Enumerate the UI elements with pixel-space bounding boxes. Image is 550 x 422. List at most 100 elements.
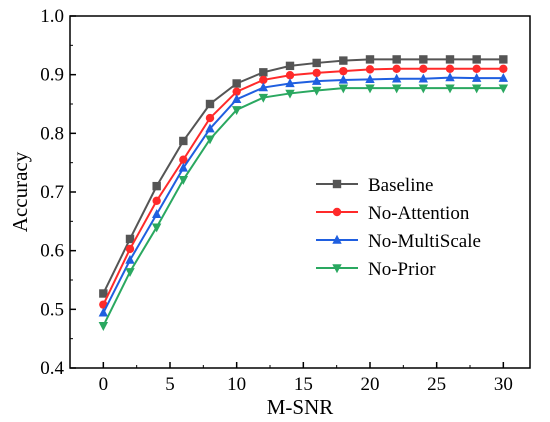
data-point-baseline	[392, 55, 401, 64]
data-point-baseline	[339, 56, 348, 65]
legend-marker	[332, 234, 342, 244]
series-baseline	[99, 55, 508, 298]
legend-marker	[332, 264, 342, 274]
data-point-no-multiscale	[445, 72, 455, 82]
data-point-no-multiscale	[178, 162, 189, 172]
legend-item-no-attention: No-Attention	[316, 203, 470, 224]
data-point-no-multiscale	[418, 73, 429, 83]
data-point-no-multiscale	[311, 75, 322, 85]
data-point-no-attention	[232, 87, 241, 96]
y-tick-label: 0.7	[40, 182, 64, 203]
data-point-no-attention	[445, 64, 455, 74]
y-tick-label: 0.8	[40, 123, 64, 144]
x-tick-label: 30	[494, 374, 513, 395]
data-point-no-attention	[285, 71, 295, 80]
data-point-baseline	[125, 234, 135, 244]
data-point-no-prior	[338, 84, 349, 94]
data-point-baseline	[99, 289, 108, 298]
data-point-no-multiscale	[231, 94, 242, 104]
data-point-no-prior	[391, 84, 402, 94]
data-point-no-attention	[365, 65, 375, 74]
data-point-baseline	[232, 79, 241, 88]
series-no-multiscale	[98, 72, 509, 317]
y-axis-title: Accuracy	[8, 151, 32, 232]
data-point-no-prior	[98, 322, 109, 331]
data-point-no-multiscale	[498, 72, 509, 82]
legend-item-no-multiscale: No-MultiScale	[316, 231, 481, 252]
data-point-no-prior	[125, 268, 135, 277]
x-tick-label: 20	[361, 374, 380, 395]
legend-label: No-Prior	[368, 259, 436, 280]
y-tick-label: 0.4	[40, 358, 64, 379]
data-point-no-multiscale	[365, 74, 375, 84]
data-point-no-attention	[152, 196, 161, 205]
data-point-no-prior	[471, 84, 482, 94]
data-point-no-attention	[419, 64, 428, 74]
x-tick-label: 10	[227, 374, 246, 395]
data-point-no-prior	[445, 84, 455, 94]
legend-item-baseline: Baseline	[316, 175, 433, 196]
data-point-no-multiscale	[151, 209, 162, 218]
data-point-baseline	[285, 61, 295, 71]
data-point-no-multiscale	[205, 123, 215, 133]
data-point-baseline	[179, 136, 188, 146]
data-point-no-prior	[418, 84, 429, 94]
legend: Baseline No-Attention No-MultiScale No-Prio…	[316, 175, 481, 280]
data-point-no-prior	[311, 86, 322, 96]
data-point-baseline	[259, 68, 268, 77]
data-point-no-multiscale	[125, 254, 135, 264]
x-axis-title: M-SNR	[267, 395, 334, 419]
data-point-no-attention	[339, 66, 348, 76]
data-point-no-attention	[125, 244, 135, 254]
data-point-no-attention	[499, 64, 508, 74]
data-point-no-attention	[312, 68, 321, 78]
data-point-no-multiscale	[471, 72, 482, 82]
data-point-no-prior	[258, 93, 269, 103]
data-point-no-attention	[472, 64, 481, 74]
data-point-no-multiscale	[338, 74, 349, 84]
series-no-attention	[99, 64, 508, 309]
x-tick-label: 25	[427, 374, 446, 395]
data-point-no-prior	[178, 175, 189, 185]
series-line-no-multiscale	[102, 76, 504, 314]
y-tick-label: 0.5	[40, 299, 64, 320]
data-point-no-prior	[205, 135, 215, 145]
data-point-baseline	[312, 58, 321, 68]
y-tick-label: 0.6	[40, 241, 64, 262]
data-point-no-attention	[205, 113, 215, 123]
series-line-no-attention	[102, 67, 504, 306]
data-point-no-attention	[392, 64, 401, 74]
data-point-baseline	[365, 55, 375, 64]
legend-label: No-Attention	[368, 203, 470, 224]
x-tick-label: 15	[294, 374, 313, 395]
legend-item-no-prior: No-Prior	[316, 259, 436, 280]
data-point-no-prior	[231, 106, 242, 116]
data-point-baseline	[472, 55, 481, 64]
x-tick-label: 5	[165, 374, 175, 395]
legend-label: Baseline	[368, 175, 433, 196]
y-tick-label: 0.9	[40, 65, 64, 86]
data-point-baseline	[419, 55, 428, 64]
data-point-no-prior	[151, 223, 162, 233]
series-group	[98, 55, 509, 331]
data-point-baseline	[152, 181, 161, 191]
legend-marker	[332, 179, 342, 189]
data-point-no-prior	[285, 89, 295, 99]
data-point-no-multiscale	[285, 78, 295, 88]
x-axis: 0 5 10 15 20 25 30	[99, 362, 513, 395]
data-point-no-attention	[179, 155, 188, 164]
data-point-no-multiscale	[391, 73, 402, 83]
series-no-prior	[98, 84, 509, 331]
y-axis: 0.4 0.5 0.6 0.7 0.8 0.9 1.0	[40, 6, 76, 379]
series-line-no-prior	[102, 87, 504, 327]
y-tick-label: 1.0	[40, 6, 64, 27]
x-tick-label: 0	[99, 374, 109, 395]
data-point-no-attention	[259, 75, 268, 85]
legend-marker	[332, 207, 342, 217]
legend-label: No-MultiScale	[368, 231, 481, 252]
data-point-no-prior	[365, 84, 375, 94]
data-point-no-prior	[498, 84, 509, 94]
data-point-no-multiscale	[98, 307, 109, 317]
series-line-baseline	[102, 58, 504, 294]
